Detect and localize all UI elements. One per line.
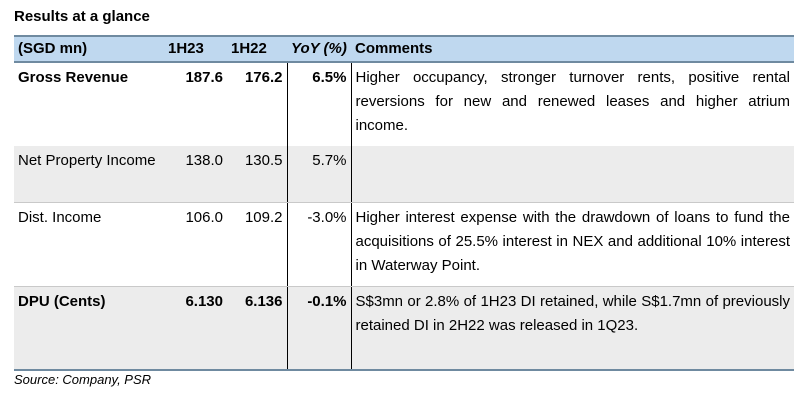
row-1h23: 138.0 [164,146,227,203]
source-note: Source: Company, PSR [14,372,152,387]
row-comment: Higher interest expense with the drawdow… [351,202,794,287]
row-yoy: 5.7% [286,146,352,203]
row-1h22: 6.136 [227,286,287,371]
row-1h23: 187.6 [185,69,223,86]
table-row: Gross Revenue 187.6 176.2 6.5% Higher oc… [14,62,794,146]
header-row: (SGD mn) 1H23 1H22 YoY (%) Comments [14,35,794,63]
row-1h22: 109.2 [227,202,287,287]
row-label: Net Property Income [14,146,164,203]
header-yoy: YoY (%) [287,35,351,63]
row-1h22: 176.2 [244,69,283,86]
table-title: Results at a glance [14,8,150,25]
row-label: DPU (Cents) [14,286,164,371]
table-row: DPU (Cents) 6.130 6.136 -0.1% S$3mn or 2… [14,286,794,371]
row-label: Gross Revenue [18,69,129,86]
row-yoy: -3.0% [286,202,352,287]
table-row: Net Property Income 138.0 130.5 5.7% [14,146,794,203]
row-1h23: 6.130 [164,286,227,371]
header-1h23: 1H23 [164,35,227,63]
row-label: Dist. Income [14,202,164,287]
row-comment [351,146,794,203]
header-comments: Comments [351,35,794,63]
row-1h22: 130.5 [227,146,287,203]
table-row: Dist. Income 106.0 109.2 -3.0% Higher in… [14,202,794,287]
results-table: (SGD mn) 1H23 1H22 YoY (%) Comments Gros… [14,35,794,371]
row-comment: S$3mn or 2.8% of 1H23 DI retained, while… [351,286,794,371]
header-1h22: 1H22 [227,35,287,63]
row-yoy: 6.5% [286,62,352,146]
row-yoy: -0.1% [286,286,352,371]
row-1h23: 106.0 [164,202,227,287]
row-comment: Higher occupancy, stronger turnover rent… [355,69,791,134]
header-label: (SGD mn) [14,35,164,63]
